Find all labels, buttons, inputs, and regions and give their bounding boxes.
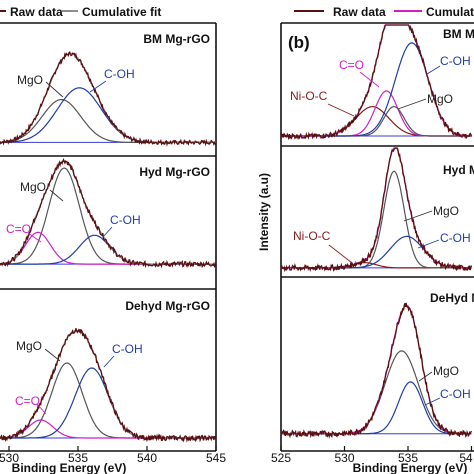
right-title-dehyd: DeHyd M [430,291,474,305]
right-dehyd-mgo-label: MgO [433,364,459,378]
right-hyd-nioc-pointer [328,244,353,264]
right-bm-mgo-pointer [397,98,427,110]
right-curves [280,24,473,439]
right-dehyd-coh-label: C-OH [440,387,471,401]
left-title-dehyd: Dehyd Mg-rGO [125,299,210,313]
right-title-hyd: Hyd M [443,163,474,177]
left-legend-fit-label: Cumulative fit [82,5,161,19]
left-x-ticks: 530 535 540 545 [0,446,226,465]
left-dehyd-coh-pointer [103,355,115,368]
left-hyd-coh-pointer [102,226,113,238]
x-tick-label-0-1: 535 [68,451,88,465]
right-hyd-coh-pointer [417,239,440,249]
right-bm-coh-pointer [426,65,441,75]
right-bm-co-label: C=O [339,58,364,72]
raw-data-curve-0-2 [0,328,217,443]
right-bm-mgo-label: MgO [427,92,453,106]
raw-data-curve-0-0 [0,50,217,147]
left-title-hyd: Hyd Mg-rGO [139,165,210,179]
left-bm-coh-pointer [89,80,107,93]
component-c-oh-curve-0-1 [0,234,216,265]
raw-data-curve-1-1 [280,147,473,273]
right-hyd-mgo-label: MgO [433,204,459,218]
left-dehyd-coh-label: C-OH [112,342,143,356]
raw-data-curve-1-0 [280,24,473,141]
x-tick-label-1-0: 525 [271,451,291,465]
left-dehyd-mgo-label: MgO [16,339,42,353]
right-y-axis-label: Intensity (a.u) [257,173,271,251]
left-x-axis-label: Binding Energy (eV) [12,461,127,474]
right-hyd-mgo-pointer [403,210,433,222]
component-c-o-curve-0-2 [0,419,216,439]
left-panel: 530 535 540 545 BM Mg-rGO Hyd Mg-rGO Dehyd … [0,22,226,474]
right-title-bm: BM M [443,27,474,41]
right-bm-nioc-label: Ni-O-C [290,89,328,103]
left-hyd-coh-label: C-OH [110,213,141,227]
right-legend-raw-label: Raw data [333,5,386,19]
component-c-oh-curve-0-0 [0,87,216,143]
left-hyd-co-label: C=O [6,222,31,236]
right-bm-nioc-pointer [327,103,355,117]
left-curves [0,50,217,443]
component-mgo-curve-0-0 [0,98,216,143]
x-tick-label-1-3: 54 [459,451,473,465]
left-hyd-mgo-label: MgO [20,180,46,194]
right-hyd-coh-label: C-OH [440,231,471,245]
component-c-o-curve-0-1 [0,231,216,265]
right-panel-label: (b) [288,33,310,52]
x-tick-label-0-2: 540 [137,451,157,465]
right-x-ticks: 525 530 535 54 [271,446,473,465]
right-bm-coh-label: C-OH [440,54,471,68]
left-hyd-co-pointer [27,232,42,243]
left-bm-mgo-pointer [45,81,64,98]
x-tick-label-0-3: 545 [206,451,226,465]
right-bm-co-pointer [359,71,380,88]
right-dehyd-mgo-pointer [418,371,433,382]
x-tick-label-1-2: 535 [398,451,418,465]
left-hyd-mgo-pointer [49,189,64,202]
x-tick-label-0-0: 530 [0,451,19,465]
left-legend-raw-label: Raw data [10,5,63,19]
left-bm-mgo-label: MgO [17,73,43,87]
right-dehyd-coh-pointer [424,397,441,406]
right-panel: 525 530 535 54 (b) BM M Hyd M DeHyd M Inten… [257,22,474,474]
raw-data-curve-0-1 [0,158,217,269]
left-title-bm: BM Mg-rGO [143,32,210,46]
right-x-axis-label: Binding Energy (eV) [353,461,468,474]
x-tick-label-1-1: 530 [334,451,354,465]
left-dehyd-co-pointer [36,403,47,415]
right-hyd-nioc-label: Ni-O-C [293,229,331,243]
raw-data-curve-1-2 [280,302,473,439]
left-legend: Raw data Cumulative fit [0,5,161,19]
component-mgo-curve-1-1 [281,170,472,269]
left-dehyd-co-label: C=O [15,394,40,408]
left-dehyd-mgo-pointer [44,348,61,362]
right-legend-fit-label: Cumulati [426,5,474,19]
left-bm-coh-label: C-OH [104,67,135,81]
right-legend: Raw data Cumulati [294,5,474,19]
